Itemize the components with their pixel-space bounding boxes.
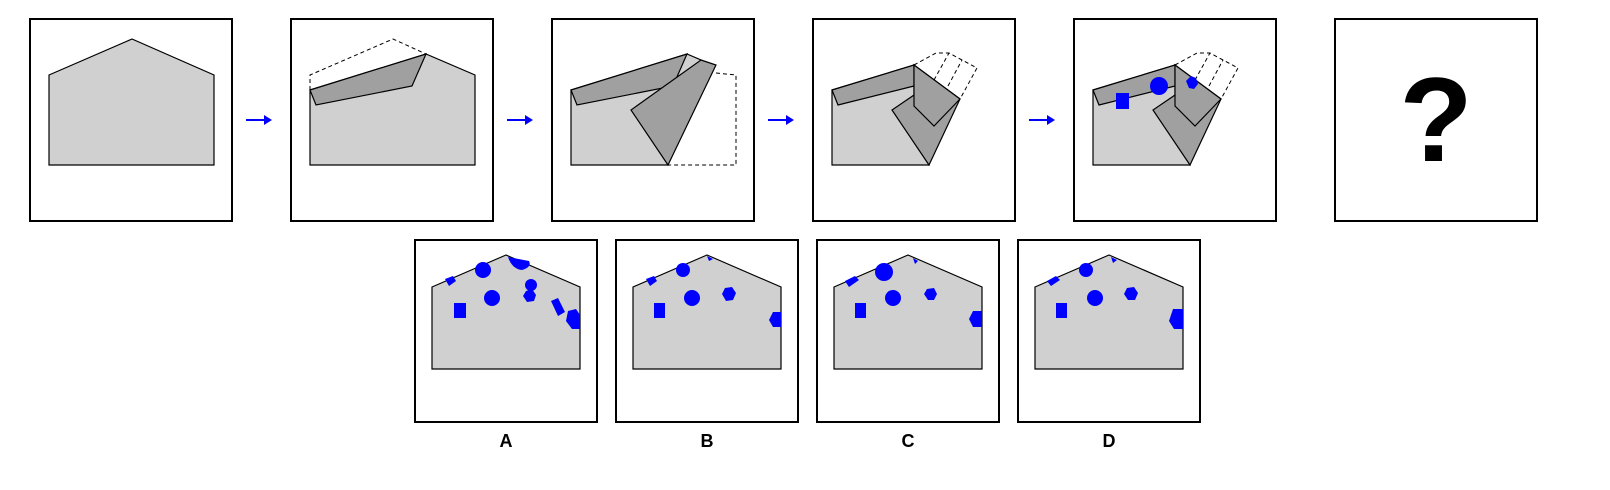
step-3-panel [551, 18, 755, 222]
circle-hole [875, 263, 893, 281]
paper-pentagon [632, 254, 782, 370]
option-d-figure [1034, 254, 1184, 370]
hexagon-hole [646, 276, 657, 286]
option-b-figure [632, 254, 782, 370]
hexagon-hole [1169, 309, 1183, 329]
square-hole [1056, 303, 1067, 318]
hexagon-hole [1047, 276, 1060, 286]
option-a-label[interactable]: A [499, 431, 513, 451]
option-d-label[interactable]: D [1102, 431, 1116, 451]
circle-hole [1079, 263, 1093, 277]
folded-flap [309, 53, 428, 106]
question-mark: ? [1399, 53, 1473, 187]
folded-tip [1174, 63, 1222, 127]
dashed-crease [1194, 52, 1211, 81]
option-a-figure [431, 254, 581, 370]
hole-partial [913, 258, 918, 264]
dashed-original-outline [913, 52, 978, 100]
square-hole [855, 303, 866, 318]
paper-pentagon [48, 38, 215, 166]
circle-hole [475, 262, 491, 278]
option-c-figure [833, 254, 983, 370]
circle-hole [525, 279, 537, 291]
arrow-icon [768, 115, 794, 125]
step-3-figure [570, 53, 737, 167]
hexagon-hole [566, 309, 580, 329]
circle-hole [676, 263, 690, 277]
option-b-label[interactable]: B [700, 431, 714, 451]
hexagon-hole [1186, 76, 1198, 89]
square-hole [454, 303, 466, 318]
hole-partial [1111, 257, 1117, 263]
circle-hole [484, 290, 500, 306]
circle-hole-partial [508, 257, 530, 270]
option-b-panel[interactable] [615, 239, 799, 423]
step-5-figure [1092, 52, 1239, 167]
step-2-panel [290, 18, 494, 222]
step-4-panel [812, 18, 1016, 222]
hexagon-hole [1124, 287, 1138, 300]
hexagon-hole [845, 276, 859, 287]
option-d-panel[interactable] [1017, 239, 1201, 423]
dashed-crease [933, 52, 950, 81]
step-5-panel [1073, 18, 1277, 222]
dashed-original-outline [668, 72, 737, 166]
folded-tip [913, 63, 961, 127]
step-1-panel [29, 18, 233, 222]
hexagon-hole [722, 287, 736, 301]
answer-panel: ? [1334, 18, 1538, 222]
dashed-original-outline [1174, 52, 1239, 100]
option-c-label[interactable]: C [901, 431, 915, 451]
step-4-figure [831, 52, 978, 167]
arrow-icon [507, 115, 533, 125]
circle-hole [885, 290, 901, 306]
folded-flap-right [630, 59, 717, 167]
dashed-original-outline [309, 38, 427, 90]
dashed-crease [947, 59, 963, 87]
paper-pentagon [833, 254, 983, 370]
hexagon-hole [523, 289, 536, 302]
square-hole-rotated [551, 298, 565, 316]
option-a-panel[interactable] [414, 239, 598, 423]
hexagon-hole [445, 276, 456, 286]
dashed-crease [1208, 59, 1224, 87]
hole-partial [707, 256, 713, 261]
hexagon-hole [769, 312, 781, 327]
square-hole [1116, 93, 1129, 109]
option-c-panel[interactable] [816, 239, 1000, 423]
hexagon-hole [924, 288, 937, 300]
arrow-icon [1029, 115, 1055, 125]
circle-hole [1087, 290, 1103, 306]
hexagon-hole [969, 311, 982, 327]
circle-hole [1150, 77, 1168, 95]
arrow-icon [246, 115, 272, 125]
step-2-figure [309, 38, 476, 166]
step-1-figure [48, 38, 215, 166]
circle-hole [684, 290, 700, 306]
square-hole [654, 303, 665, 318]
